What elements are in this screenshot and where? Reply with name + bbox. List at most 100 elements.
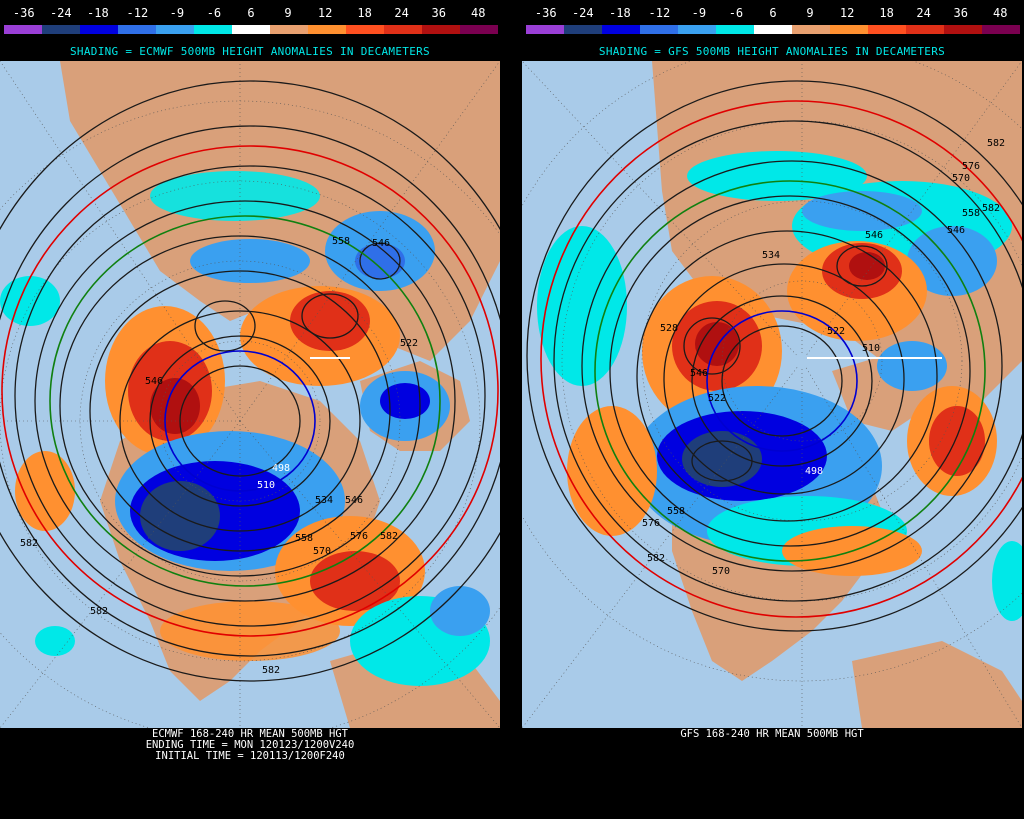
scale-swatch: [906, 25, 944, 34]
height-contours: [526, 80, 1022, 632]
scale-tick: 24: [394, 6, 409, 20]
anomaly-negative-weak: [35, 626, 75, 656]
anomaly-negative: [907, 226, 997, 296]
contour-label: 582: [262, 665, 280, 676]
color-scale-legend: -36 -24 -18 -12 -9 -6 6 9 12 18 24 36 48: [4, 6, 498, 34]
contour-label: 582: [987, 138, 1005, 149]
scale-tick: -36: [12, 6, 35, 20]
contour-label: 510: [862, 343, 880, 354]
anomaly-positive: [290, 291, 370, 351]
scale-tick: -36: [534, 6, 557, 20]
scale-swatch: [270, 25, 308, 34]
scale-tick: 36: [953, 6, 968, 20]
contour-labels: 546 558 582 582 582 546 498 510 534 546 …: [20, 236, 418, 676]
scale-swatch: [792, 25, 830, 34]
scale-tick: -12: [126, 6, 149, 20]
contour-label: 522: [827, 326, 845, 337]
contour-label: 576: [350, 531, 368, 542]
map-canvas: 546 558 582 582 582 546 498 510 534 546 …: [0, 61, 500, 728]
south-america-landmass: [852, 641, 1022, 728]
scale-swatch: [754, 25, 792, 34]
shading-title: SHADING = GFS 500MB HEIGHT ANOMALIES IN …: [598, 45, 946, 58]
contour-label: 582: [380, 531, 398, 542]
scale-swatch: [564, 25, 602, 34]
contour-label: 558: [332, 236, 350, 247]
anomaly-positive-peak: [849, 252, 885, 280]
ecmwf-map: 546 558 582 582 582 546 498 510 534 546 …: [0, 61, 500, 728]
scale-tick: 6: [769, 6, 777, 20]
scale-swatch: [232, 25, 270, 34]
contour-label: 546: [865, 230, 883, 241]
scale-tick: -9: [169, 6, 185, 20]
caption-line: GFS 168-240 HR MEAN 500MB HGT: [680, 728, 864, 740]
contour-label: 582: [90, 606, 108, 617]
contour-label: 570: [313, 546, 331, 557]
contour-label: 582: [20, 538, 38, 549]
scale-tick: -18: [609, 6, 631, 20]
height-contours: [0, 80, 500, 682]
scale-tick: 12: [317, 6, 333, 20]
anomaly-negative-weak: [0, 276, 60, 326]
contour-label: 582: [982, 203, 1000, 214]
scale-tick: 24: [916, 6, 931, 20]
contour-label: 576: [642, 518, 660, 529]
highlight-contours: [540, 100, 1022, 618]
scale-tick: 48: [993, 6, 1008, 20]
scale-swatch: [384, 25, 422, 34]
gfs-map: 582 576 570 558 546 546 534 522 510 498 …: [522, 61, 1022, 728]
contour-label: 546: [345, 495, 363, 506]
contour-label: 522: [400, 338, 418, 349]
contour-label: 558: [962, 208, 980, 219]
scale-tick: 9: [806, 6, 814, 20]
caption-line: INITIAL TIME = 120113/1200F240: [155, 750, 345, 762]
contour-label: 570: [712, 566, 730, 577]
panel-separator: [500, 0, 522, 819]
scale-tick-labels: -36 -24 -18 -12 -9 -6 6 9 12 18 24 36 48: [526, 6, 1020, 22]
anomaly-positive: [15, 451, 75, 531]
scale-tick: -24: [571, 6, 594, 20]
anomaly-positive: [929, 406, 985, 476]
contour-label: 528: [660, 323, 678, 334]
scale-swatch: [80, 25, 118, 34]
contour-576: [540, 100, 1022, 618]
scale-color-bar: [4, 25, 498, 34]
color-scale-legend: -36 -24 -18 -12 -9 -6 6 9 12 18 24 36 48: [526, 6, 1020, 34]
scale-tick: 36: [431, 6, 446, 20]
scale-swatch: [716, 25, 754, 34]
anomaly-negative: [355, 243, 405, 279]
contour-labels: 582 576 570 558 546 546 534 522 510 498 …: [642, 138, 1005, 577]
scale-swatch: [422, 25, 460, 34]
contour-label: 558: [295, 533, 313, 544]
contour-546: [594, 180, 986, 562]
scale-tick: -12: [648, 6, 671, 20]
scale-swatch: [308, 25, 346, 34]
scale-swatch: [602, 25, 640, 34]
contour-label: 522: [708, 393, 726, 404]
highlight-contours: [1, 145, 499, 637]
contour-label: 498: [805, 466, 823, 477]
scale-swatch: [868, 25, 906, 34]
contour-522: [706, 310, 858, 452]
anomaly-negative: [380, 383, 430, 419]
anomaly-negative-peak: [682, 431, 762, 487]
contour-label: 576: [962, 161, 980, 172]
scale-swatch: [194, 25, 232, 34]
anomaly-positive-low: [150, 171, 320, 221]
ecmwf-panel: -36 -24 -18 -12 -9 -6 6 9 12 18 24 36 48: [0, 0, 500, 819]
contour-label: 498: [272, 463, 290, 474]
anomaly-negative: [430, 586, 490, 636]
anomaly-negative: [190, 239, 310, 283]
scale-swatch: [526, 25, 564, 34]
scale-swatch: [42, 25, 80, 34]
scale-swatch: [640, 25, 678, 34]
ecmwf-caption: ECMWF 168-240 HR MEAN 500MB HGT ENDING T…: [0, 729, 500, 762]
contour-label: 534: [762, 250, 780, 261]
anomaly-negative: [877, 341, 947, 391]
map-canvas: 582 576 570 558 546 546 534 522 510 498 …: [522, 61, 1022, 728]
scale-tick: -18: [87, 6, 109, 20]
contour-label: 582: [647, 553, 665, 564]
contour-label: 558: [667, 506, 685, 517]
contour-576: [1, 145, 499, 637]
scale-swatch: [944, 25, 982, 34]
scale-swatch: [678, 25, 716, 34]
